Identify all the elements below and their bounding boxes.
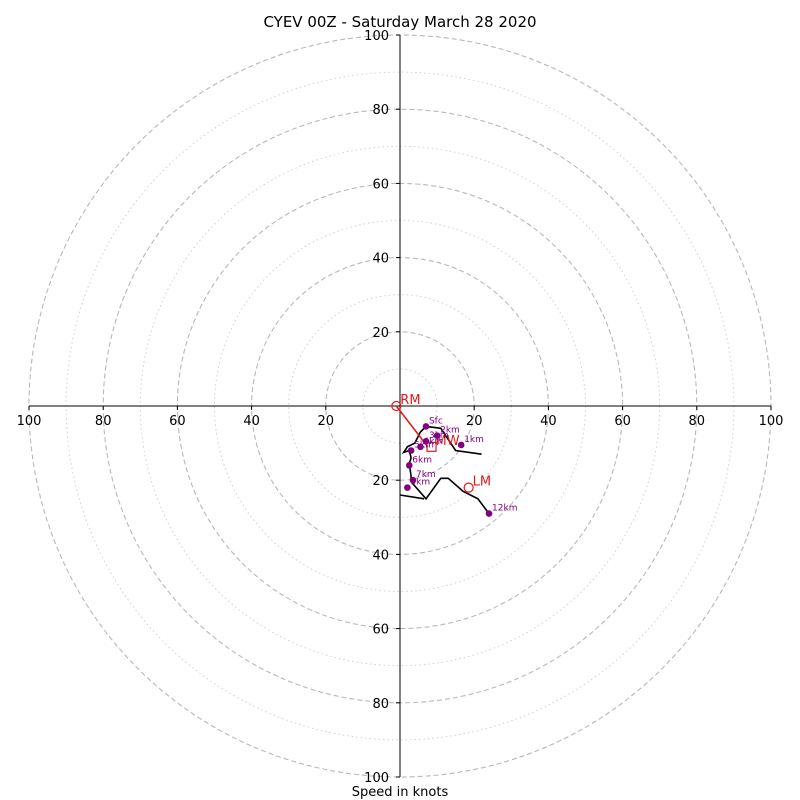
y-tick-label: 40 xyxy=(372,548,389,563)
tick-labels: 100 80 60 40 20 20 40 60 80 100 100 80 60 40 20 20 40 60 8… xyxy=(17,29,784,786)
x-axis-label: Speed in knots xyxy=(352,785,449,800)
x-tick-label: 60 xyxy=(169,414,186,429)
height-marker-dot xyxy=(417,443,424,451)
x-tick-label: 80 xyxy=(95,414,112,429)
chart-title: CYEV 00Z - Saturday March 28 2020 xyxy=(263,13,536,31)
y-tick-label: 80 xyxy=(372,103,389,118)
storm-motion-square xyxy=(426,441,437,452)
storm-motion-label: RM xyxy=(400,393,420,408)
height-marker-label: 2km xyxy=(440,426,460,436)
y-tick-label: 100 xyxy=(364,29,389,44)
storm-motion-circle xyxy=(391,400,402,412)
y-tick-label: 20 xyxy=(372,326,389,341)
x-tick-label: 40 xyxy=(243,414,260,429)
height-marker-dot xyxy=(404,484,411,491)
storm-motion-circle xyxy=(463,482,474,493)
height-marker-label: Sfc xyxy=(429,416,443,426)
height-marker-dot xyxy=(422,423,430,430)
y-tick-label: 60 xyxy=(372,177,389,192)
height-marker-dot xyxy=(405,462,413,469)
height-marker-dot xyxy=(407,447,415,454)
height-marker-label: 3km xyxy=(429,431,449,441)
height-marker-dot xyxy=(485,510,493,517)
shear-vector-line xyxy=(395,405,429,448)
height-marker-label: 6km xyxy=(412,455,432,465)
height-marker-label: 12km xyxy=(492,504,517,514)
y-tick-label: 40 xyxy=(372,252,389,267)
height-marker-dot xyxy=(433,432,441,439)
height-marker-dot xyxy=(422,437,430,445)
x-tick-label: 100 xyxy=(759,414,784,429)
x-tick-label: 20 xyxy=(466,414,483,429)
height-marker-label: 4km xyxy=(423,437,443,447)
height-marker-label: 5km xyxy=(414,441,434,451)
y-tick-label: 20 xyxy=(372,474,389,489)
height-marker-dot xyxy=(409,476,417,484)
storm-motion-label: LM xyxy=(473,475,491,490)
y-tick-label: 100 xyxy=(364,771,389,786)
height-marker-label: 9km xyxy=(410,478,430,488)
height-marker-dot xyxy=(457,441,465,449)
height-marker-label: 1km xyxy=(464,435,484,445)
x-tick-label: 80 xyxy=(689,414,706,429)
hodograph-line-segment xyxy=(399,494,425,500)
height-marker-label: 7km xyxy=(416,470,436,480)
x-tick-label: 20 xyxy=(318,414,335,429)
axes xyxy=(29,35,771,777)
x-tick-label: 100 xyxy=(17,414,42,429)
x-tick-label: 40 xyxy=(540,414,557,429)
x-tick-label: 60 xyxy=(614,414,631,429)
storm-motion-markers: RM LM MW xyxy=(391,393,491,493)
y-tick-label: 80 xyxy=(372,697,389,712)
y-tick-label: 60 xyxy=(372,623,389,638)
storm-motion-label: MW xyxy=(436,434,460,449)
